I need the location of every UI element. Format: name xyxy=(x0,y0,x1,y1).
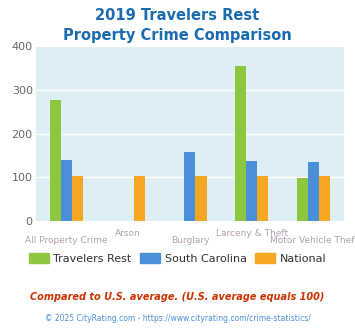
Legend: Travelers Rest, South Carolina, National: Travelers Rest, South Carolina, National xyxy=(24,249,331,268)
Bar xyxy=(319,176,330,221)
Text: © 2025 CityRating.com - https://www.cityrating.com/crime-statistics/: © 2025 CityRating.com - https://www.city… xyxy=(45,314,310,323)
Text: Motor Vehicle Theft: Motor Vehicle Theft xyxy=(269,236,355,245)
Text: All Property Crime: All Property Crime xyxy=(25,236,108,245)
Bar xyxy=(184,152,196,221)
Bar xyxy=(61,160,72,221)
Text: Larceny & Theft: Larceny & Theft xyxy=(216,229,288,238)
Text: Compared to U.S. average. (U.S. average equals 100): Compared to U.S. average. (U.S. average … xyxy=(30,292,325,302)
Bar xyxy=(133,176,145,221)
Text: Property Crime Comparison: Property Crime Comparison xyxy=(63,28,292,43)
Bar xyxy=(297,178,308,221)
Bar xyxy=(72,176,83,221)
Bar xyxy=(196,176,207,221)
Bar xyxy=(235,66,246,221)
Bar xyxy=(257,176,268,221)
Bar xyxy=(246,161,257,221)
Text: 2019 Travelers Rest: 2019 Travelers Rest xyxy=(95,8,260,23)
Bar xyxy=(308,162,319,221)
Text: Arson: Arson xyxy=(115,229,141,238)
Bar xyxy=(50,100,61,221)
Text: Burglary: Burglary xyxy=(171,236,209,245)
